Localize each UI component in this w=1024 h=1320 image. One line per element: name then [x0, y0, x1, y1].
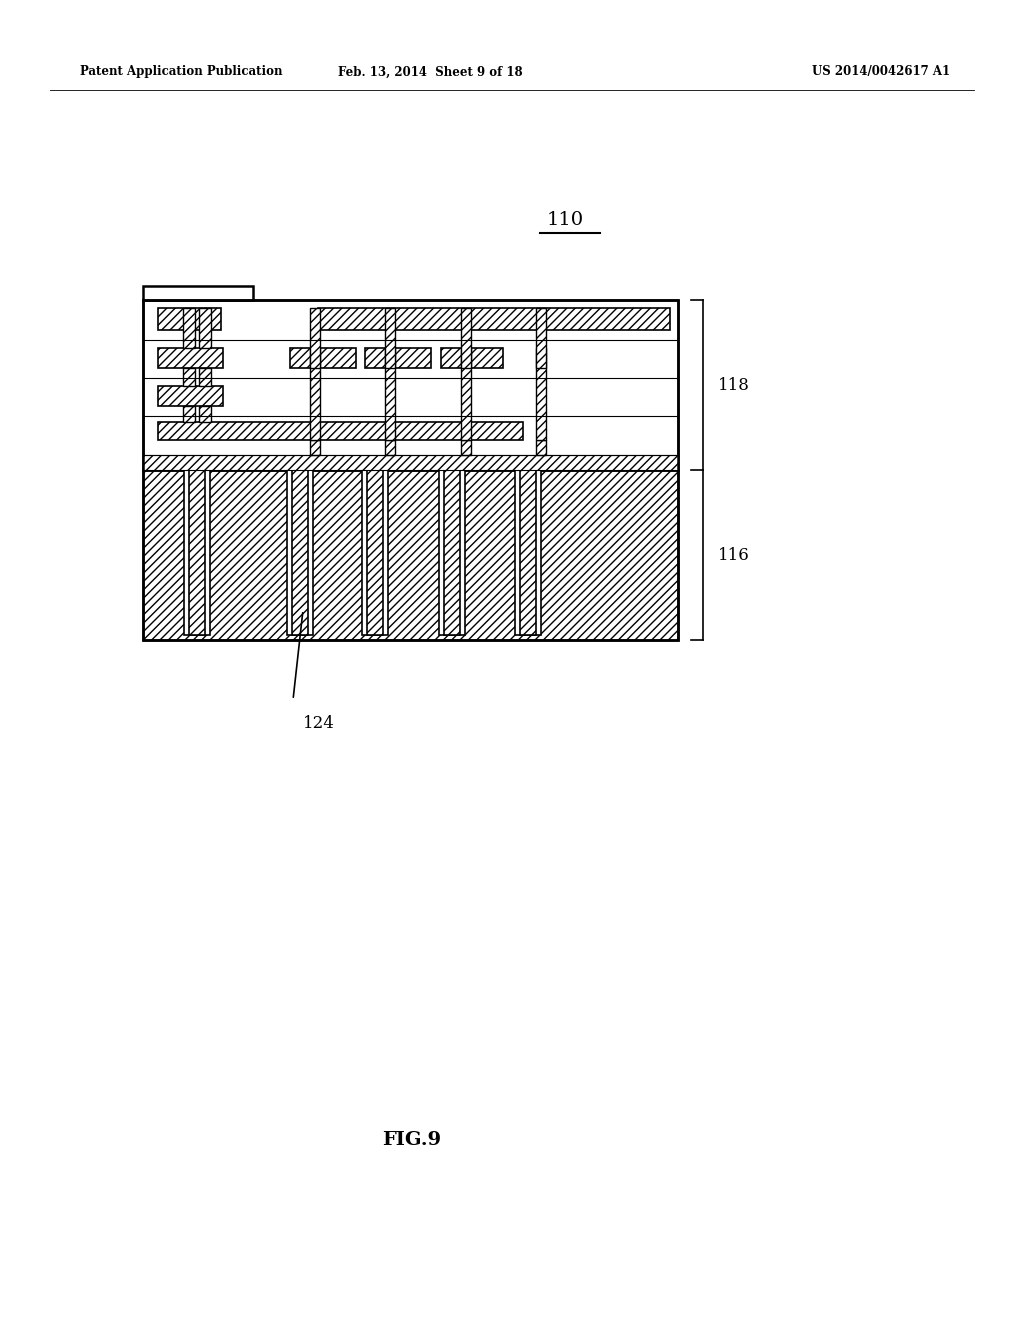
Bar	[158, 385, 223, 407]
Bar	[318, 308, 670, 330]
Text: 110: 110	[547, 211, 584, 228]
Bar	[536, 308, 546, 368]
Text: FIG.9: FIG.9	[382, 1131, 441, 1148]
Text: Patent Application Publication: Patent Application Publication	[80, 66, 283, 78]
Bar	[385, 348, 395, 440]
Bar	[183, 407, 195, 422]
Bar	[184, 470, 210, 635]
Bar	[290, 348, 356, 368]
Bar	[199, 407, 211, 422]
Bar	[143, 455, 678, 470]
Bar	[536, 440, 546, 455]
Bar	[158, 422, 523, 440]
Bar	[292, 470, 308, 635]
Bar	[189, 470, 205, 635]
Bar	[536, 348, 546, 440]
Bar	[183, 368, 195, 385]
Bar	[158, 348, 223, 368]
Bar	[461, 308, 471, 368]
Text: US 2014/0042617 A1: US 2014/0042617 A1	[812, 66, 950, 78]
Text: 116: 116	[718, 546, 750, 564]
Bar	[143, 300, 678, 640]
Bar	[362, 470, 388, 635]
Bar	[365, 348, 431, 368]
Bar	[310, 440, 319, 455]
Bar	[520, 470, 536, 635]
Bar	[310, 348, 319, 440]
Bar	[199, 368, 211, 385]
Bar	[515, 470, 541, 635]
Text: 118: 118	[718, 376, 750, 393]
Bar	[143, 300, 678, 470]
Bar	[439, 470, 465, 635]
Bar	[158, 308, 221, 330]
Bar	[143, 286, 253, 300]
Bar	[461, 348, 471, 440]
Bar	[441, 348, 503, 368]
Bar	[287, 470, 313, 635]
Bar	[367, 470, 383, 635]
Bar	[385, 308, 395, 368]
Bar	[385, 440, 395, 455]
Bar	[461, 440, 471, 455]
Bar	[183, 308, 195, 348]
Bar	[310, 308, 319, 368]
Text: Feb. 13, 2014  Sheet 9 of 18: Feb. 13, 2014 Sheet 9 of 18	[338, 66, 522, 78]
Bar	[444, 470, 460, 635]
Text: 124: 124	[303, 715, 335, 733]
Bar	[143, 470, 678, 640]
Bar	[199, 308, 211, 348]
